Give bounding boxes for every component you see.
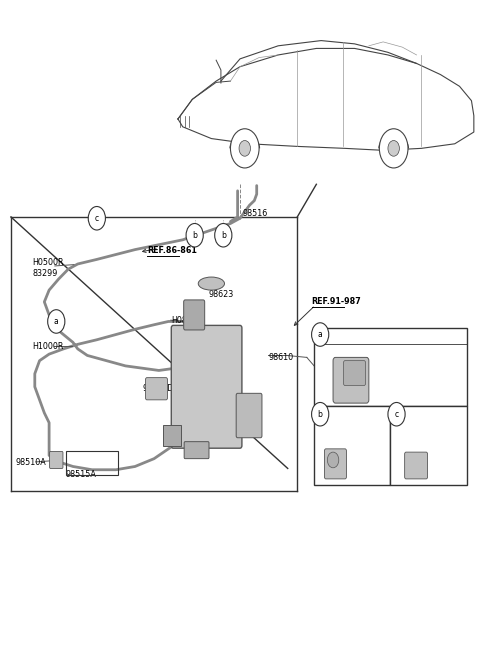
FancyBboxPatch shape: [344, 361, 365, 386]
Text: REF.86-861: REF.86-861: [147, 247, 197, 255]
Ellipse shape: [335, 340, 346, 350]
Circle shape: [312, 403, 329, 426]
Text: 98620: 98620: [195, 356, 220, 365]
FancyBboxPatch shape: [405, 452, 428, 479]
Text: 98662B: 98662B: [330, 410, 360, 419]
FancyBboxPatch shape: [333, 358, 369, 403]
Bar: [163, 424, 181, 445]
Text: H0500R: H0500R: [33, 258, 64, 267]
Text: b: b: [192, 231, 197, 239]
Circle shape: [312, 323, 329, 346]
Text: a: a: [318, 330, 323, 339]
Circle shape: [230, 129, 259, 168]
Circle shape: [215, 224, 232, 247]
FancyBboxPatch shape: [324, 449, 347, 479]
Ellipse shape: [198, 277, 225, 290]
Circle shape: [327, 452, 339, 468]
Bar: [390, 406, 467, 485]
Text: 81199: 81199: [406, 410, 432, 419]
Text: 1125KD: 1125KD: [315, 330, 347, 339]
Text: 98510A: 98510A: [16, 458, 47, 467]
Circle shape: [379, 129, 408, 168]
FancyBboxPatch shape: [184, 441, 209, 459]
Circle shape: [88, 207, 106, 230]
Text: H1000R: H1000R: [33, 342, 64, 351]
FancyBboxPatch shape: [184, 300, 204, 330]
Text: 83299: 83299: [33, 268, 58, 277]
Text: b: b: [318, 410, 323, 419]
Bar: [314, 328, 467, 406]
Circle shape: [186, 224, 203, 247]
Circle shape: [48, 310, 65, 333]
Bar: [314, 406, 390, 485]
Bar: [66, 451, 118, 475]
FancyBboxPatch shape: [236, 394, 262, 438]
Text: 98623: 98623: [209, 289, 234, 298]
Text: c: c: [95, 214, 99, 223]
Text: REF.91-987: REF.91-987: [312, 297, 361, 306]
Text: 98516: 98516: [242, 209, 268, 218]
Text: c: c: [395, 410, 398, 419]
Circle shape: [388, 140, 399, 156]
Circle shape: [239, 140, 251, 156]
Text: 98520D: 98520D: [142, 384, 174, 392]
Circle shape: [388, 403, 405, 426]
Text: 98970: 98970: [336, 330, 361, 339]
Text: 98515A: 98515A: [66, 470, 96, 479]
FancyBboxPatch shape: [171, 325, 242, 448]
FancyBboxPatch shape: [49, 451, 63, 468]
FancyBboxPatch shape: [145, 378, 168, 400]
Text: 98610: 98610: [269, 353, 294, 362]
Text: a: a: [54, 317, 59, 326]
Text: b: b: [221, 231, 226, 239]
Text: H0860R: H0860R: [171, 316, 202, 325]
